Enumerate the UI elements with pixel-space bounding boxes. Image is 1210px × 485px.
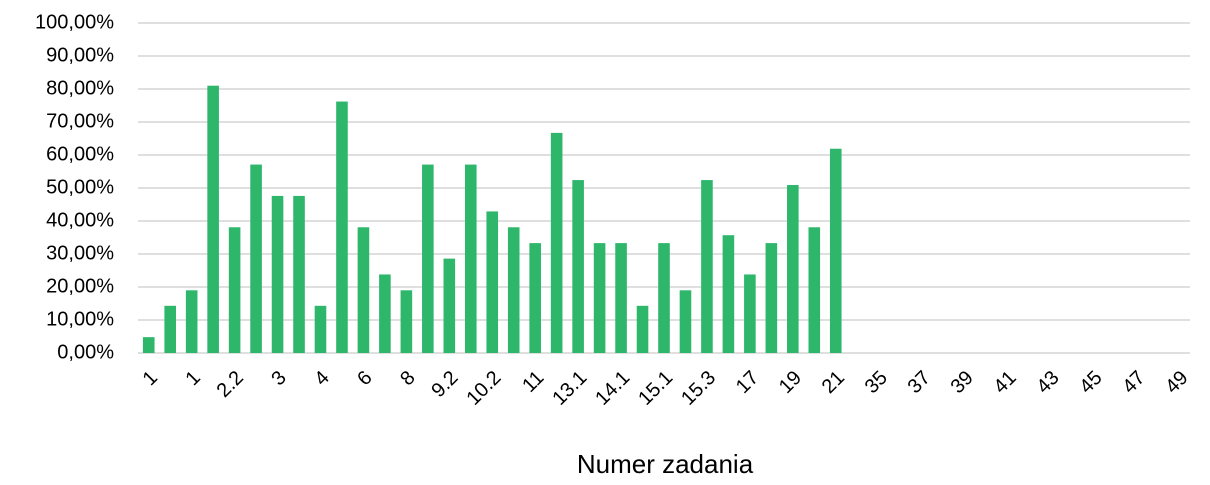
bar <box>228 227 241 353</box>
x-tick-label: 9.2 <box>427 367 462 402</box>
y-tick-label: 50,00% <box>46 176 114 198</box>
bar <box>164 305 177 353</box>
x-tick-label: 49 <box>1161 367 1192 398</box>
x-axis-title: Numer zadania <box>577 449 754 479</box>
bar <box>679 290 692 353</box>
bar <box>787 185 799 353</box>
y-tick-label: 10,00% <box>46 308 114 330</box>
bar <box>443 258 456 353</box>
x-tick-label: 4 <box>310 367 333 390</box>
x-tick-label: 21 <box>818 367 849 398</box>
bar <box>271 195 284 353</box>
x-tick-label: 1 <box>139 367 162 390</box>
y-tick-label: 80,00% <box>46 77 114 99</box>
y-tick-label: 60,00% <box>46 143 114 165</box>
x-tick-label: 41 <box>989 367 1020 398</box>
y-tick-label: 70,00% <box>46 110 114 132</box>
x-tick-label: 10.2 <box>462 367 505 410</box>
bar <box>142 337 155 353</box>
bar <box>765 243 778 353</box>
bar <box>293 195 305 353</box>
y-tick-label: 100,00% <box>35 11 114 33</box>
bar <box>529 243 541 353</box>
x-tick-label: 3 <box>267 367 290 390</box>
x-tick-label: 15.3 <box>677 367 720 410</box>
bar <box>722 235 735 353</box>
bar <box>507 227 520 353</box>
bar <box>400 290 413 353</box>
x-tick-label: 14.1 <box>591 367 634 410</box>
bar <box>572 180 584 353</box>
bar <box>185 290 198 353</box>
x-tick-label: 13.1 <box>548 367 591 410</box>
x-tick-label: 15.1 <box>634 367 677 410</box>
x-tick-label: 39 <box>947 367 978 398</box>
y-tick-label: 20,00% <box>46 275 114 297</box>
bar <box>808 227 821 353</box>
x-tick-label: 19 <box>775 367 806 398</box>
x-tick-label: 17 <box>732 367 763 398</box>
x-tick-label: 43 <box>1032 367 1063 398</box>
bar <box>357 227 370 353</box>
x-tick-label: 45 <box>1075 367 1106 398</box>
bar <box>207 85 219 353</box>
x-tick-label: 47 <box>1118 367 1149 398</box>
bar <box>636 305 649 353</box>
bar <box>829 148 842 353</box>
bar <box>658 243 670 353</box>
y-tick-label: 40,00% <box>46 209 114 231</box>
bar <box>250 164 262 353</box>
x-tick-label: 8 <box>396 367 419 390</box>
bar <box>593 243 606 353</box>
x-tick-label: 2.2 <box>213 367 248 402</box>
y-tick-label: 90,00% <box>46 44 114 66</box>
bar <box>464 164 477 353</box>
y-tick-label: 30,00% <box>46 242 114 264</box>
x-tick-label: 37 <box>904 367 935 398</box>
bar <box>336 101 348 353</box>
x-tick-label: 6 <box>353 367 376 390</box>
bar <box>379 274 391 353</box>
bar <box>422 164 434 353</box>
x-tick-label: 35 <box>861 367 892 398</box>
bar <box>744 274 756 353</box>
bar <box>701 180 713 353</box>
bar <box>486 211 499 353</box>
bar <box>550 132 563 353</box>
y-tick-label: 0,00% <box>57 341 114 363</box>
x-tick-label: 1 <box>182 367 205 390</box>
x-tick-label: 11 <box>518 367 548 397</box>
bar <box>314 305 327 353</box>
bar <box>615 243 627 353</box>
